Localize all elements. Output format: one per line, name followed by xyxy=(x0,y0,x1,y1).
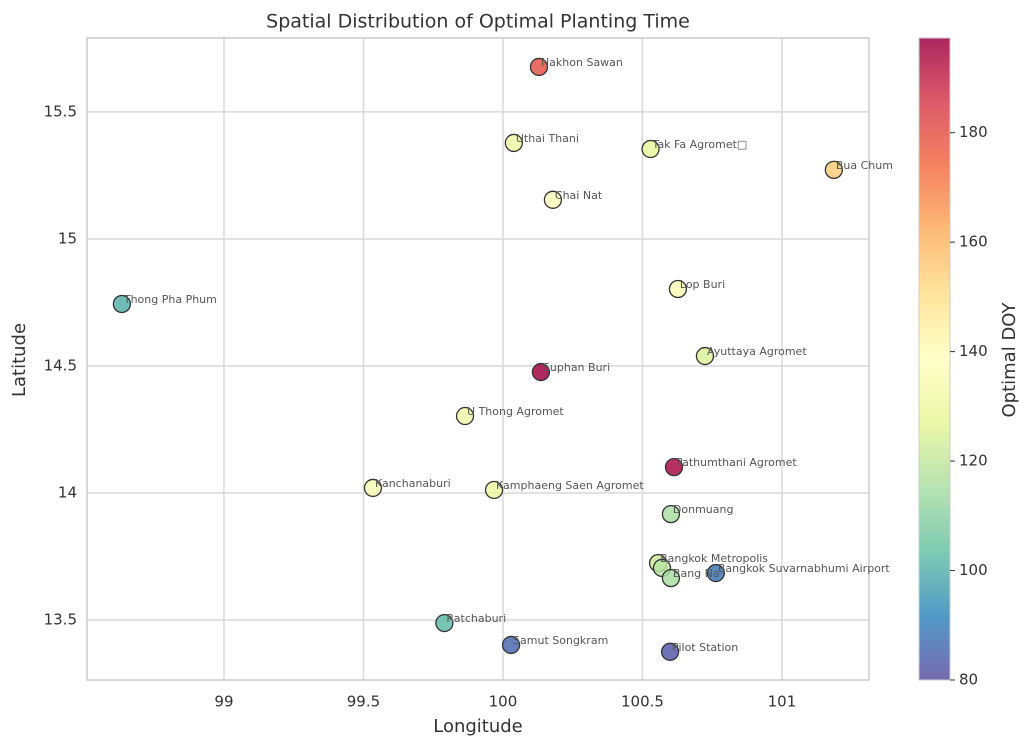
colorbar-tick-label: 140 xyxy=(959,342,988,360)
point-label: Thong Pha Phum xyxy=(123,293,217,306)
point-label: Lop Buri xyxy=(680,278,725,291)
point-label: Tak Fa Agromet□ xyxy=(652,138,748,151)
colorbar-tick-label: 180 xyxy=(959,123,988,141)
point xyxy=(531,362,551,382)
point-label: Chai Nat xyxy=(555,189,603,202)
colorbar-tick-label: 160 xyxy=(959,233,988,251)
point xyxy=(112,294,132,314)
y-tick-label: 14.5 xyxy=(44,356,77,374)
y-tick-label: 15.5 xyxy=(44,102,77,120)
colorbar xyxy=(918,37,951,681)
point-label: U Thong Agromet xyxy=(467,405,564,418)
point-label: Bang Na xyxy=(673,567,720,580)
point xyxy=(363,478,383,498)
x-tick-label: 101 xyxy=(768,693,797,711)
point-label: Pilot Station xyxy=(672,641,738,654)
x-axis-label: Longitude xyxy=(433,716,523,737)
colorbar-tick-label: 80 xyxy=(959,671,978,689)
point-label: Bua Chum xyxy=(836,159,893,172)
point xyxy=(824,160,843,180)
point xyxy=(664,457,684,477)
colorbar-label: Optimal DOY xyxy=(999,302,1020,418)
plot-frame xyxy=(86,37,870,681)
point xyxy=(661,504,681,524)
point xyxy=(435,613,454,633)
point xyxy=(504,133,523,153)
point xyxy=(501,635,521,655)
chart-title: Spatial Distribution of Optimal Planting… xyxy=(266,11,690,33)
point-label: Pathumthani Agromet xyxy=(676,456,797,469)
point xyxy=(641,139,660,159)
y-tick-label: 15 xyxy=(58,229,77,247)
point-label: Ayuttaya Agromet xyxy=(707,345,807,358)
point xyxy=(695,346,715,366)
point-label: Nakhon Sawan xyxy=(541,56,623,69)
point-label: Samut Songkram xyxy=(513,634,608,647)
point-label: Bangkok Metropolis xyxy=(660,552,768,565)
point-label: Ratchaburi xyxy=(446,612,506,625)
colorbar-tick-label: 100 xyxy=(959,561,988,579)
point xyxy=(661,568,681,588)
colorbar-tick-label: 120 xyxy=(959,452,988,470)
y-tick-label: 13.5 xyxy=(44,611,77,629)
y-tick-label: 14 xyxy=(58,484,77,502)
x-tick-label: 99.5 xyxy=(347,693,380,711)
point-label: Kanchanaburi xyxy=(375,477,451,490)
point xyxy=(706,563,725,583)
point xyxy=(484,480,504,500)
x-tick-label: 100 xyxy=(489,693,518,711)
point-label: Kamphaeng Saen Agromet xyxy=(496,479,644,492)
x-tick-label: 100.5 xyxy=(621,693,664,711)
y-axis-label: Latitude xyxy=(9,323,30,397)
point xyxy=(529,57,549,77)
point xyxy=(543,190,563,209)
point-label: Suphan Buri xyxy=(543,361,610,374)
point-label: Donmuang xyxy=(673,503,734,516)
point xyxy=(660,642,680,661)
point xyxy=(668,279,688,299)
x-tick-label: 99 xyxy=(214,693,233,711)
point-label: Uthai Thani xyxy=(516,132,579,145)
point-label: Bangkok Suvarnabhumi Airport xyxy=(718,562,891,575)
point xyxy=(455,406,475,426)
